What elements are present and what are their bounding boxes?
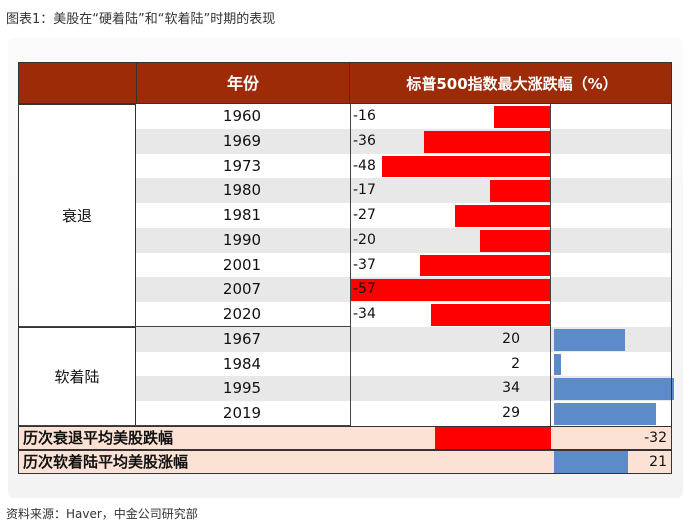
- negative-average-bar: [435, 426, 551, 449]
- positive-change-bar: [554, 353, 562, 376]
- summary-label: 历次软着陆平均美股涨幅: [23, 452, 189, 471]
- change-value: -48: [353, 157, 376, 174]
- positive-change-bar: [554, 328, 625, 351]
- header-divider: [349, 63, 350, 105]
- table-row: 2019 29: [136, 401, 672, 426]
- table-row: 1981 -27: [136, 203, 672, 228]
- negative-change-bar: [381, 155, 550, 178]
- negative-change-bar: [493, 106, 550, 128]
- column-divider: [671, 104, 672, 426]
- year-cell: 1980: [222, 181, 262, 200]
- change-value: 29: [502, 405, 520, 421]
- table-row: 1995 34: [136, 376, 674, 401]
- positive-change-bar: [554, 378, 674, 400]
- group-label: 软着陆: [18, 326, 136, 426]
- change-value: 34: [502, 380, 520, 397]
- year-cell: 1967: [222, 329, 262, 348]
- year-cell: 1984: [222, 354, 262, 373]
- source-note: 资料来源：Haver，中金公司研究部: [6, 507, 198, 521]
- change-value: 2: [511, 355, 520, 372]
- table-row: 2020 -34: [136, 302, 672, 327]
- header-divider: [136, 63, 137, 105]
- negative-change-bar: [479, 229, 550, 252]
- group-divider: [18, 424, 350, 426]
- summary-label: 历次衰退平均美股跌幅: [23, 428, 174, 447]
- summary-value: -32: [644, 429, 667, 446]
- change-value: -36: [353, 132, 376, 149]
- change-value: -27: [353, 207, 376, 223]
- negative-change-bar: [430, 304, 550, 326]
- negative-change-bar: [490, 180, 550, 202]
- column-header-year: 年份: [226, 74, 259, 93]
- year-cell: 2019: [222, 404, 262, 422]
- negative-change-bar: [350, 279, 550, 301]
- group-divider: [18, 325, 350, 327]
- positive-average-bar: [554, 450, 628, 473]
- table-row: 1967 20: [136, 326, 672, 352]
- summary-row: 历次软着陆平均美股涨幅 21: [18, 449, 672, 474]
- group-label: 衰退: [18, 104, 136, 327]
- table-row: 1973 -48: [136, 153, 672, 179]
- table-row: 1969 -36: [136, 128, 672, 154]
- year-cell: 1960: [222, 107, 262, 125]
- table-row: 1960 -16: [136, 104, 672, 129]
- year-cell: 1995: [222, 379, 262, 398]
- negative-change-bar: [423, 130, 550, 153]
- change-value: -37: [353, 256, 376, 273]
- year-cell: 2020: [222, 305, 262, 323]
- change-value: -17: [353, 182, 376, 199]
- negative-change-bar: [420, 254, 550, 277]
- table-row: 1980 -17: [136, 178, 672, 203]
- table-header: 年份 标普500指数最大涨跌幅（%）: [18, 62, 672, 105]
- column-header-change: 标普500指数最大涨跌幅（%）: [406, 75, 618, 93]
- change-value: 20: [502, 330, 520, 347]
- year-cell: 1981: [222, 206, 262, 224]
- change-value: -20: [353, 231, 376, 248]
- figure-caption: 图表1：美股在“硬着陆”和“软着陆”时期的表现: [6, 12, 276, 27]
- year-cell: 1969: [222, 131, 262, 150]
- year-cell: 1973: [222, 156, 262, 175]
- column-divider: [550, 104, 551, 474]
- year-cell: 2001: [222, 255, 262, 274]
- table-row: 1984 2: [136, 351, 672, 377]
- summary-value: 21: [649, 453, 667, 470]
- year-cell: 1990: [222, 230, 262, 249]
- change-value: -34: [353, 306, 376, 322]
- data-table: 年份 标普500指数最大涨跌幅（%） 1960 -16 1969 -36 1973 -48…: [18, 62, 674, 478]
- column-divider: [350, 104, 351, 426]
- change-value: -16: [353, 108, 376, 124]
- negative-change-bar: [455, 205, 550, 227]
- table-row: 2001 -37: [136, 252, 672, 278]
- year-cell: 2007: [222, 280, 262, 299]
- table-row: 1990 -20: [136, 227, 672, 253]
- positive-change-bar: [554, 403, 657, 425]
- summary-row: 历次衰退平均美股跌幅 -32: [18, 425, 672, 450]
- table-row: 2007 -57: [136, 277, 672, 302]
- change-value: -57: [353, 281, 376, 298]
